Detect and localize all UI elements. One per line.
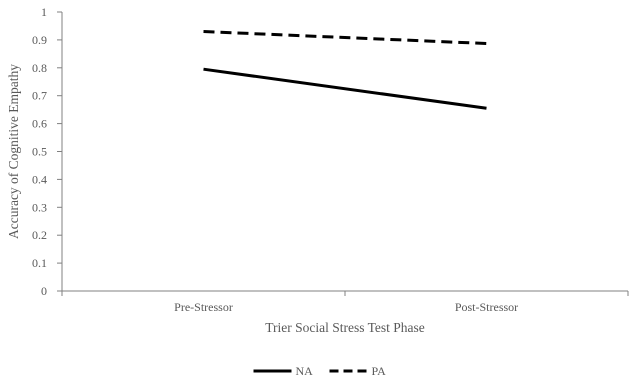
y-tick-label: 0.9 — [32, 33, 47, 47]
y-tick-label: 0.3 — [32, 200, 47, 214]
y-tick-label: 0.2 — [32, 228, 47, 242]
y-tick-label: 1 — [41, 5, 47, 19]
y-tick-label: 0.7 — [32, 89, 47, 103]
x-axis-title: Trier Social Stress Test Phase — [265, 320, 425, 335]
y-tick-label: 0 — [41, 284, 47, 298]
legend: NA PA — [253, 364, 387, 378]
y-tick-label: 0.1 — [32, 256, 47, 270]
series-layer — [203, 30, 487, 110]
y-axis-title: Accuracy of Cognitive Empathy — [6, 64, 21, 239]
x-tick-label: Post-Stressor — [455, 300, 518, 314]
legend-label-na: NA — [296, 364, 314, 378]
y-tick-label: 0.5 — [32, 145, 47, 159]
y-axis-ticks: 0 0.1 0.2 0.3 0.4 0.5 0.6 0.7 0.8 0.9 1 — [32, 5, 62, 298]
x-tick-label: Pre-Stressor — [174, 300, 233, 314]
series-line-pa — [203, 30, 487, 46]
series-line-na — [203, 67, 487, 110]
y-tick-label: 0.8 — [32, 61, 47, 75]
legend-label-pa: PA — [372, 364, 387, 378]
y-tick-label: 0.4 — [32, 172, 47, 186]
x-axis-ticks: Pre-Stressor Post-Stressor — [61, 291, 629, 314]
y-tick-label: 0.6 — [32, 117, 47, 131]
